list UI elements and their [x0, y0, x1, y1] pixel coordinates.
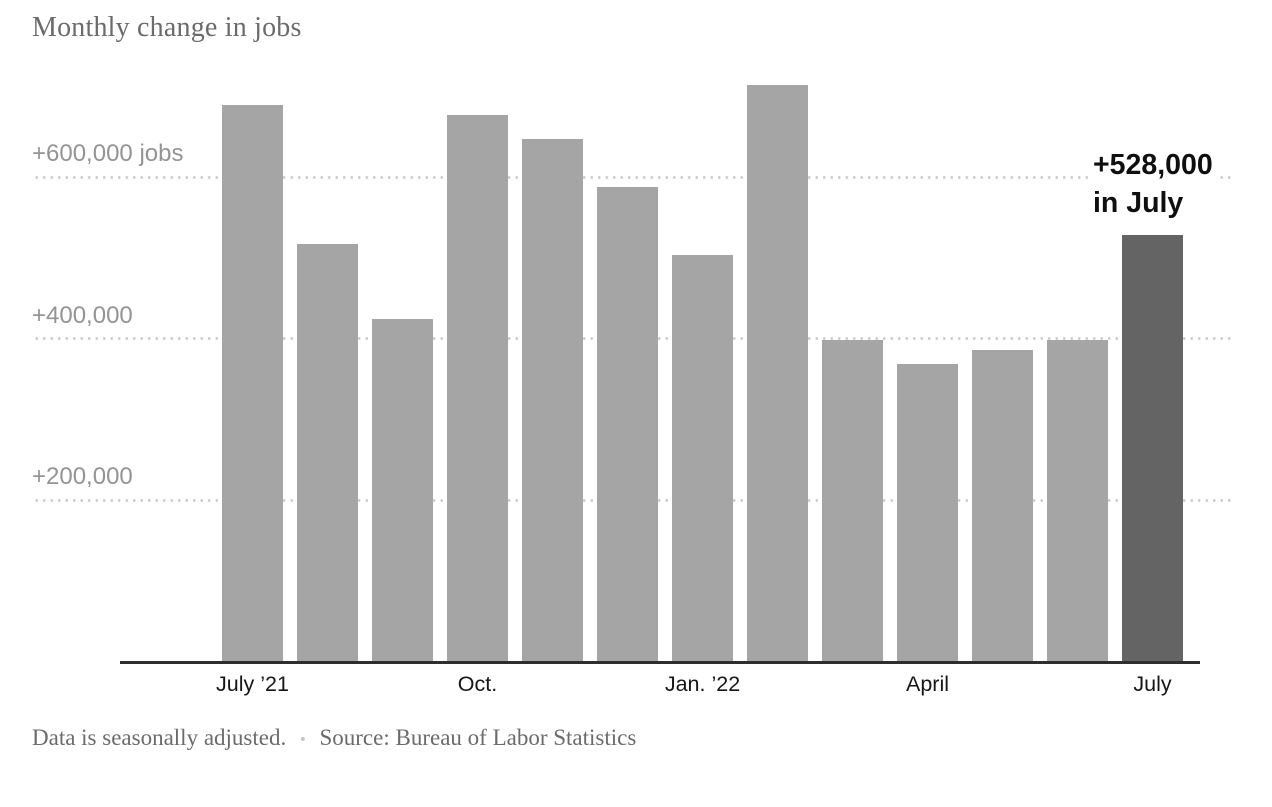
- x-axis-label: Oct.: [457, 672, 498, 696]
- chart-footer: Data is seasonally adjusted. • Source: B…: [32, 725, 636, 751]
- bar: [972, 349, 1033, 662]
- x-axis-label: July: [1133, 672, 1172, 696]
- bar: [747, 84, 808, 662]
- bar: [597, 186, 658, 662]
- x-axis-label: April: [905, 672, 950, 696]
- bar: [672, 254, 733, 662]
- gridline: [33, 175, 1233, 179]
- highlight-annotation: +528,000 in July: [1089, 146, 1217, 222]
- y-axis-label: +400,000: [32, 301, 133, 329]
- bar: [522, 139, 583, 662]
- page-title: Monthly change in jobs: [32, 12, 302, 43]
- x-axis-baseline: [120, 661, 1200, 664]
- bar: [897, 364, 958, 662]
- bar-highlighted: [1122, 235, 1183, 662]
- bar: [1047, 340, 1108, 662]
- bar: [222, 105, 283, 662]
- bar: [822, 340, 883, 662]
- y-axis-label: +600,000 jobs: [32, 140, 184, 167]
- x-axis-label: Jan. ’22: [664, 672, 741, 696]
- bar: [447, 114, 508, 662]
- footer-source: Source: Bureau of Labor Statistics: [319, 725, 637, 750]
- annotation-month: in July: [1093, 184, 1213, 222]
- y-axis-label: +200,000: [32, 463, 133, 490]
- separator-dot-icon: •: [300, 730, 306, 748]
- bar: [372, 319, 433, 662]
- x-axis-label: July ’21: [216, 672, 289, 696]
- annotation-value: +528,000: [1093, 146, 1213, 184]
- bar: [297, 244, 358, 662]
- footer-note: Data is seasonally adjusted.: [32, 725, 287, 750]
